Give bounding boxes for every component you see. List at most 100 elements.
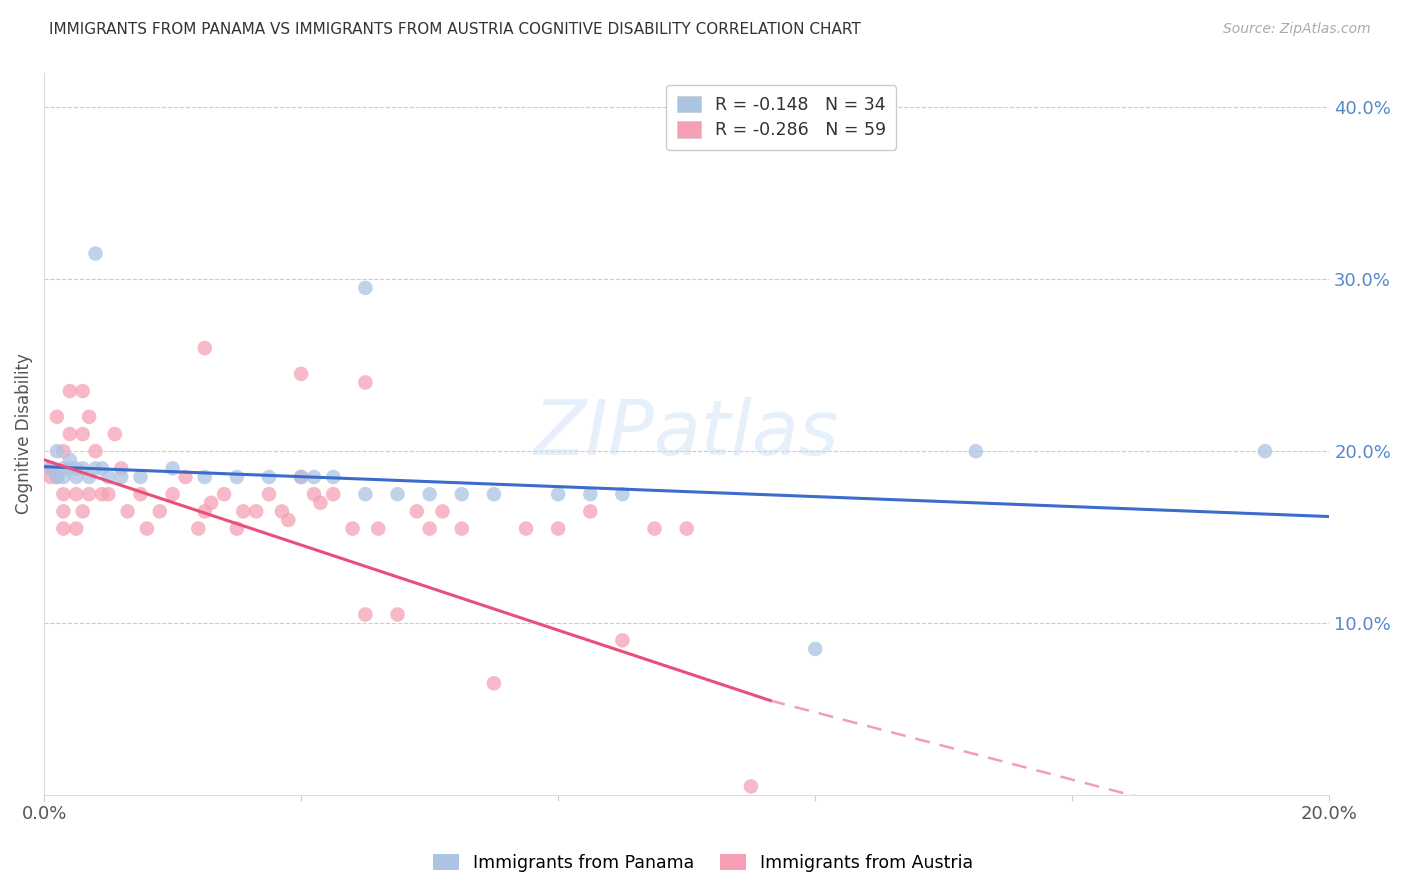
Point [110, 470, 132, 484]
Point [450, 522, 472, 536]
Point [59, 427, 82, 442]
Point [52, 470, 75, 484]
Point [322, 470, 344, 484]
Point [59, 452, 82, 467]
Point [290, 470, 312, 484]
Point [290, 367, 312, 381]
Point [65, 522, 87, 536]
Point [39, 461, 62, 475]
Point [77, 409, 100, 424]
Point [194, 504, 217, 518]
Point [84, 246, 107, 260]
Point [97, 470, 120, 484]
Point [354, 281, 377, 295]
Point [277, 513, 299, 527]
Point [52, 461, 75, 475]
Point [117, 504, 139, 518]
Point [194, 341, 217, 355]
Point [77, 487, 100, 501]
Legend: Immigrants from Panama, Immigrants from Austria: Immigrants from Panama, Immigrants from … [426, 847, 980, 879]
Point [65, 487, 87, 501]
Point [46, 470, 69, 484]
Point [162, 461, 184, 475]
Point [104, 427, 127, 442]
Point [740, 780, 762, 794]
Point [419, 522, 441, 536]
Point [547, 522, 569, 536]
Y-axis label: Cognitive Disability: Cognitive Disability [15, 353, 32, 515]
Point [309, 496, 332, 510]
Text: IMMIGRANTS FROM PANAMA VS IMMIGRANTS FROM AUSTRIA COGNITIVE DISABILITY CORRELATI: IMMIGRANTS FROM PANAMA VS IMMIGRANTS FRO… [49, 22, 860, 37]
Point [162, 487, 184, 501]
Point [72, 427, 94, 442]
Point [46, 444, 69, 458]
Point [432, 504, 454, 518]
Point [110, 461, 132, 475]
Point [77, 470, 100, 484]
Point [65, 461, 87, 475]
Point [354, 376, 377, 390]
Point [39, 461, 62, 475]
Point [579, 487, 602, 501]
Point [804, 641, 827, 656]
Point [39, 470, 62, 484]
Point [419, 487, 441, 501]
Point [450, 487, 472, 501]
Point [547, 487, 569, 501]
Point [1254, 444, 1277, 458]
Point [149, 504, 172, 518]
Point [46, 409, 69, 424]
Point [194, 470, 217, 484]
Point [612, 487, 634, 501]
Point [59, 384, 82, 398]
Legend: R = -0.148   N = 34, R = -0.286   N = 59: R = -0.148 N = 34, R = -0.286 N = 59 [666, 86, 897, 150]
Point [387, 607, 409, 622]
Point [367, 522, 389, 536]
Point [245, 504, 267, 518]
Point [84, 444, 107, 458]
Point [322, 487, 344, 501]
Point [187, 522, 209, 536]
Point [387, 487, 409, 501]
Point [174, 470, 197, 484]
Point [52, 504, 75, 518]
Point [302, 470, 325, 484]
Point [225, 522, 247, 536]
Point [644, 522, 666, 536]
Point [482, 676, 505, 690]
Point [515, 522, 537, 536]
Point [72, 504, 94, 518]
Point [612, 633, 634, 648]
Point [354, 607, 377, 622]
Point [84, 461, 107, 475]
Point [579, 504, 602, 518]
Point [72, 461, 94, 475]
Point [965, 444, 987, 458]
Point [97, 487, 120, 501]
Point [52, 444, 75, 458]
Point [129, 470, 152, 484]
Point [302, 487, 325, 501]
Point [129, 487, 152, 501]
Point [232, 504, 254, 518]
Point [270, 504, 292, 518]
Point [52, 487, 75, 501]
Point [72, 384, 94, 398]
Point [52, 522, 75, 536]
Point [91, 487, 114, 501]
Point [405, 504, 427, 518]
Point [482, 487, 505, 501]
Text: Source: ZipAtlas.com: Source: ZipAtlas.com [1223, 22, 1371, 37]
Point [46, 470, 69, 484]
Point [290, 470, 312, 484]
Point [65, 470, 87, 484]
Point [354, 487, 377, 501]
Point [675, 522, 697, 536]
Point [135, 522, 157, 536]
Point [257, 470, 280, 484]
Point [257, 487, 280, 501]
Point [59, 461, 82, 475]
Text: ZIPatlas: ZIPatlas [534, 397, 839, 471]
Point [91, 461, 114, 475]
Point [225, 470, 247, 484]
